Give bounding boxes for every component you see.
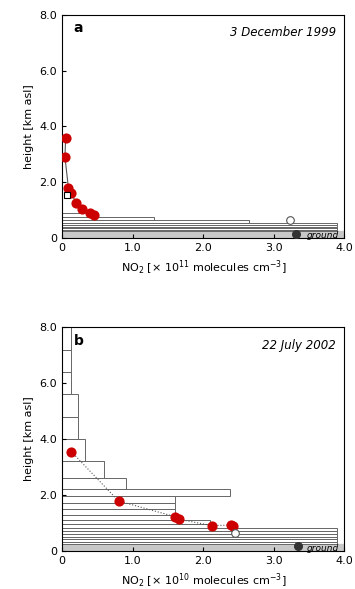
- Bar: [62, 227, 337, 229]
- Point: [62, 153, 68, 162]
- Y-axis label: height [km asl]: height [km asl]: [24, 396, 34, 481]
- Bar: [62, 515, 175, 520]
- Bar: [62, 509, 175, 515]
- Point: [73, 198, 79, 208]
- Text: ground: ground: [306, 544, 339, 552]
- Bar: [62, 524, 210, 528]
- Point: [69, 447, 74, 456]
- Bar: [62, 223, 337, 225]
- Bar: [62, 417, 78, 439]
- Bar: [62, 327, 71, 350]
- Text: ground: ground: [306, 231, 339, 240]
- Bar: [62, 220, 249, 223]
- Bar: [62, 217, 154, 220]
- Bar: [62, 213, 94, 217]
- Bar: [62, 461, 104, 478]
- Point: [116, 497, 121, 506]
- Bar: [62, 528, 337, 531]
- Bar: [62, 229, 337, 230]
- Bar: [62, 520, 210, 524]
- Bar: [62, 489, 230, 497]
- Point: [91, 210, 97, 220]
- X-axis label: NO$_2$ [× 10$^{11}$ molecules cm$^{-3}$]: NO$_2$ [× 10$^{11}$ molecules cm$^{-3}$]: [120, 259, 286, 277]
- Text: b: b: [73, 334, 83, 348]
- Bar: [62, 544, 344, 551]
- Y-axis label: height [km asl]: height [km asl]: [24, 84, 34, 169]
- Bar: [62, 540, 337, 541]
- Point: [87, 209, 93, 218]
- Bar: [62, 537, 337, 540]
- Text: a: a: [73, 21, 83, 35]
- X-axis label: NO$_2$ [× 10$^{10}$ molecules cm$^{-3}$]: NO$_2$ [× 10$^{10}$ molecules cm$^{-3}$]: [120, 571, 286, 589]
- Bar: [62, 541, 337, 544]
- Point: [63, 133, 69, 143]
- Point: [79, 204, 85, 213]
- Bar: [62, 350, 71, 372]
- Point: [66, 184, 71, 193]
- Point: [229, 520, 234, 530]
- Bar: [62, 531, 337, 534]
- Bar: [62, 439, 85, 461]
- Bar: [62, 395, 78, 417]
- Point: [176, 514, 181, 524]
- Bar: [62, 534, 337, 537]
- Point: [69, 188, 74, 197]
- Bar: [62, 503, 175, 509]
- Bar: [62, 372, 71, 395]
- Bar: [62, 231, 344, 238]
- Bar: [62, 478, 126, 489]
- Bar: [62, 497, 175, 503]
- Text: 22 July 2002: 22 July 2002: [262, 339, 336, 352]
- Text: 3 December 1999: 3 December 1999: [230, 26, 336, 39]
- Bar: [62, 225, 337, 227]
- Point: [230, 521, 236, 531]
- Point: [209, 521, 214, 530]
- Bar: [62, 230, 337, 231]
- Point: [172, 512, 178, 521]
